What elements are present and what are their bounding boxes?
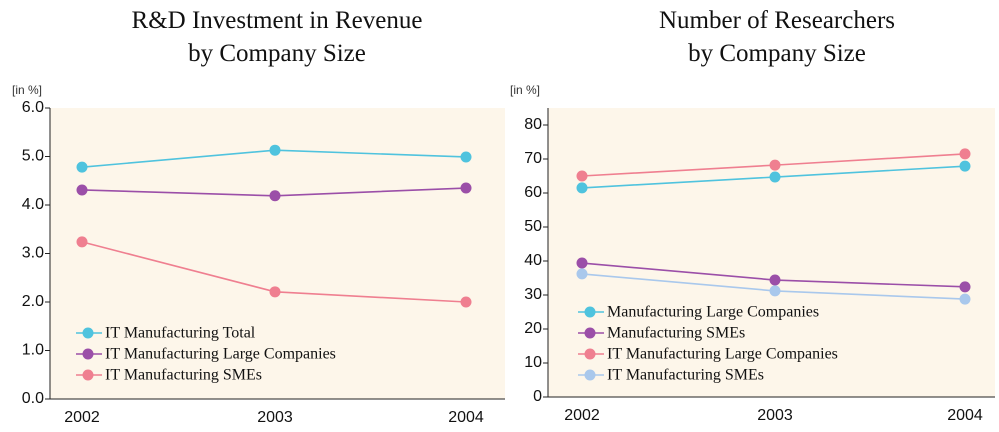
- legend-swatch-dot: [584, 327, 596, 339]
- chart-title: by Company Size: [188, 40, 366, 67]
- data-point: [269, 144, 281, 156]
- chart-title: R&D Investment in Revenue: [132, 7, 423, 34]
- y-tick-label: 2.0: [22, 293, 44, 310]
- y-tick-label: 1.0: [22, 342, 44, 359]
- data-point: [460, 182, 472, 194]
- legend-label: IT Manufacturing Large Companies: [105, 346, 336, 363]
- y-tick-label: 40: [524, 252, 542, 269]
- legend-label: IT Manufacturing SMEs: [105, 367, 262, 384]
- y-tick-label: 0: [533, 388, 542, 405]
- data-point: [460, 296, 472, 308]
- y-tick-label: 3.0: [22, 245, 44, 262]
- data-point: [76, 161, 88, 173]
- unit-label: [in %]: [12, 83, 42, 97]
- legend-swatch-dot: [584, 348, 596, 360]
- x-tick-label: 2004: [947, 407, 983, 424]
- legend-label: IT Manufacturing SMEs: [607, 367, 764, 384]
- legend-label: IT Manufacturing Large Companies: [607, 346, 838, 363]
- y-tick-label: 0.0: [22, 390, 44, 407]
- data-point: [769, 274, 781, 286]
- data-point: [769, 285, 781, 297]
- chart-title: Number of Researchers: [659, 7, 895, 34]
- chart-title: by Company Size: [688, 40, 866, 67]
- data-point: [769, 159, 781, 171]
- legend-label: Manufacturing SMEs: [607, 325, 745, 342]
- legend-label: Manufacturing Large Companies: [607, 304, 819, 321]
- y-tick-label: 20: [524, 320, 542, 337]
- y-tick-label: 80: [524, 116, 542, 133]
- x-tick-label: 2003: [257, 409, 293, 426]
- data-point: [576, 182, 588, 194]
- x-tick-label: 2003: [757, 407, 793, 424]
- data-point: [76, 184, 88, 196]
- data-point: [959, 281, 971, 293]
- y-tick-label: 4.0: [22, 196, 44, 213]
- y-tick-label: 30: [524, 286, 542, 303]
- y-tick-label: 6.0: [22, 99, 44, 116]
- data-point: [269, 190, 281, 202]
- data-point: [959, 160, 971, 172]
- legend-swatch-dot: [82, 327, 94, 339]
- y-tick-label: 5.0: [22, 148, 44, 165]
- data-point: [959, 148, 971, 160]
- x-tick-label: 2002: [64, 409, 100, 426]
- legend-label: IT Manufacturing Total: [105, 325, 256, 342]
- y-tick-label: 60: [524, 184, 542, 201]
- data-point: [576, 268, 588, 280]
- data-point: [460, 151, 472, 163]
- y-tick-label: 70: [524, 150, 542, 167]
- legend-swatch-dot: [82, 369, 94, 381]
- data-point: [769, 171, 781, 183]
- legend-swatch-dot: [584, 306, 596, 318]
- data-point: [76, 236, 88, 248]
- y-tick-label: 10: [524, 354, 542, 371]
- legend-swatch-dot: [82, 348, 94, 360]
- data-point: [576, 170, 588, 182]
- x-tick-label: 2004: [448, 409, 484, 426]
- y-tick-label: 50: [524, 218, 542, 235]
- legend-swatch-dot: [584, 369, 596, 381]
- unit-label: [in %]: [510, 83, 540, 97]
- data-point: [959, 293, 971, 305]
- data-point: [269, 286, 281, 298]
- x-tick-label: 2002: [564, 407, 600, 424]
- data-point: [576, 257, 588, 269]
